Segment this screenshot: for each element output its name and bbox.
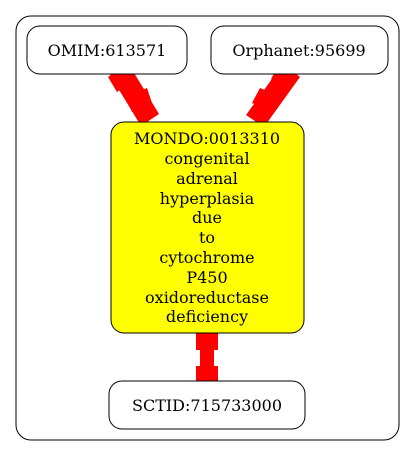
node-mondo-box xyxy=(110,121,305,334)
node-mondo-line-1: congenital xyxy=(164,149,249,168)
node-mondo[interactable]: MONDO:0013310 congenital adrenal hyperpl… xyxy=(110,121,305,334)
edge-omim-mondo-knob-2 xyxy=(126,88,152,112)
node-orphanet-box xyxy=(210,25,389,75)
node-omim[interactable]: OMIM:613571 xyxy=(26,25,188,75)
node-omim-label: OMIM:613571 xyxy=(48,41,167,60)
node-mondo-line-5: to xyxy=(199,228,215,247)
edge-orphanet-mondo-knob-2 xyxy=(252,88,280,111)
node-sctid-label: SCTID:715733000 xyxy=(132,396,282,415)
node-mondo-line-0: MONDO:0013310 xyxy=(134,129,280,148)
node-mondo-line-6: cytochrome xyxy=(159,248,254,267)
node-omim-box xyxy=(26,25,188,75)
node-mondo-line-2: adrenal xyxy=(176,169,238,188)
node-mondo-line-4: due xyxy=(192,208,222,227)
node-sctid[interactable]: SCTID:715733000 xyxy=(108,380,306,430)
edge-mondo-sctid-knob-1 xyxy=(196,332,218,350)
node-mondo-line-8: oxidoreductase xyxy=(145,288,269,307)
node-orphanet[interactable]: Orphanet:95699 xyxy=(210,25,389,75)
node-mondo-line-3: hyperplasia xyxy=(160,189,255,208)
node-orphanet-label: Orphanet:95699 xyxy=(232,41,365,60)
node-mondo-line-9: deficiency xyxy=(166,307,248,326)
node-sctid-box xyxy=(108,380,306,430)
node-mondo-line-7: P450 xyxy=(186,268,227,287)
